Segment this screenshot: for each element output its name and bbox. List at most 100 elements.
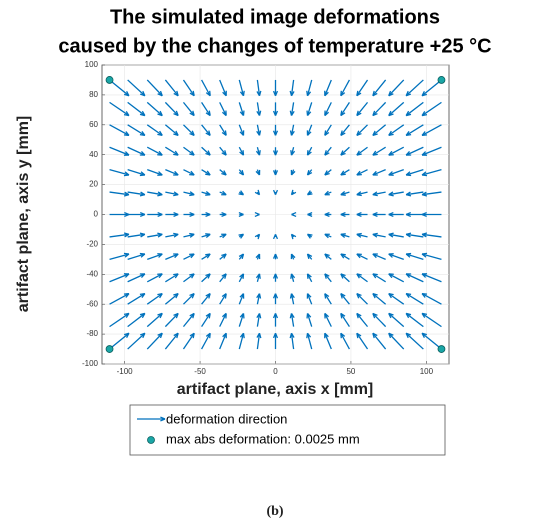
arrow-head bbox=[207, 273, 211, 279]
arrow-head bbox=[290, 313, 295, 319]
arrow-head bbox=[421, 211, 427, 216]
arrow bbox=[109, 292, 130, 305]
arrow bbox=[201, 273, 211, 283]
arrow-shaft bbox=[164, 312, 179, 328]
arrow-head bbox=[307, 313, 312, 318]
arrow-head bbox=[208, 293, 211, 299]
arrow-head bbox=[160, 418, 166, 422]
arrow bbox=[340, 79, 350, 97]
arrow-head bbox=[290, 273, 296, 279]
arrow-head bbox=[191, 293, 195, 299]
arrow-head bbox=[274, 313, 279, 319]
arrow bbox=[255, 273, 261, 282]
y-tick-label: -40 bbox=[86, 269, 98, 278]
arrow-head bbox=[191, 273, 195, 279]
arrow bbox=[306, 124, 313, 136]
arrow bbox=[405, 124, 424, 137]
arrow bbox=[182, 312, 195, 328]
arrow bbox=[340, 293, 350, 305]
arrow-head bbox=[372, 191, 378, 196]
arrow-shaft bbox=[340, 273, 350, 283]
arrow bbox=[340, 190, 350, 196]
arrow-shaft bbox=[219, 273, 227, 283]
arrow-head bbox=[421, 332, 428, 336]
arrow-shaft bbox=[324, 333, 332, 350]
arrow bbox=[272, 169, 279, 176]
arrow bbox=[147, 253, 163, 260]
arrow bbox=[290, 147, 296, 156]
arrow-shaft bbox=[290, 333, 295, 350]
arrow bbox=[272, 273, 279, 282]
arrow-shaft bbox=[388, 253, 404, 260]
arrow-shaft bbox=[201, 253, 211, 260]
arrow bbox=[147, 191, 163, 197]
arrow-head bbox=[372, 312, 378, 316]
arrow-head bbox=[290, 293, 295, 299]
arrow bbox=[372, 312, 387, 328]
arrow-shaft bbox=[324, 146, 332, 156]
arrow-shaft bbox=[256, 102, 261, 116]
arrow-head bbox=[272, 150, 277, 156]
arrow bbox=[201, 102, 211, 117]
arrow-head bbox=[141, 313, 146, 319]
arrow-head bbox=[372, 332, 378, 337]
arrow bbox=[109, 124, 130, 137]
arrow-shaft bbox=[405, 101, 424, 117]
arrow-shaft bbox=[324, 79, 332, 96]
arrow-head bbox=[272, 90, 277, 97]
arrow bbox=[238, 211, 244, 218]
x-tick-label: -100 bbox=[117, 367, 134, 376]
arrow bbox=[372, 124, 387, 137]
arrow bbox=[238, 253, 245, 260]
arrow bbox=[201, 233, 211, 239]
arrow-shaft bbox=[164, 101, 179, 117]
arrow bbox=[238, 79, 245, 97]
max-marker bbox=[105, 345, 114, 353]
arrow bbox=[165, 232, 179, 238]
y-tick-label: 60 bbox=[89, 120, 98, 129]
arrow-shaft bbox=[306, 313, 313, 327]
arrow bbox=[340, 211, 350, 218]
arrow bbox=[183, 253, 195, 260]
arrow-head bbox=[239, 111, 244, 116]
arrow bbox=[356, 146, 368, 156]
arrow bbox=[254, 211, 260, 218]
arrow bbox=[388, 312, 405, 328]
arrow bbox=[272, 147, 279, 156]
arrow-shaft bbox=[372, 79, 387, 97]
arrow bbox=[127, 79, 146, 97]
arrow bbox=[372, 332, 387, 350]
arrow-head bbox=[159, 313, 163, 319]
arrow bbox=[388, 211, 404, 218]
arrow-head bbox=[372, 110, 376, 116]
arrow-shaft bbox=[219, 124, 227, 136]
arrow-shaft bbox=[147, 169, 163, 176]
arrow-shaft bbox=[127, 124, 146, 136]
arrow-shaft bbox=[421, 124, 442, 136]
arrow bbox=[127, 101, 146, 117]
arrow-head bbox=[340, 190, 346, 196]
arrow-shaft bbox=[183, 233, 195, 238]
arrow bbox=[405, 79, 424, 97]
arrow-shaft bbox=[356, 169, 368, 176]
arrow-shaft bbox=[238, 124, 245, 136]
arrow bbox=[421, 79, 442, 97]
arrow bbox=[324, 273, 332, 283]
arrow-head bbox=[205, 233, 211, 239]
arrow-shaft bbox=[109, 273, 130, 283]
arrow-shaft bbox=[127, 293, 146, 305]
arrow-shaft bbox=[127, 233, 145, 238]
max-marker bbox=[105, 76, 114, 84]
arrow bbox=[388, 273, 405, 283]
arrow-shaft bbox=[356, 293, 368, 305]
arrow bbox=[219, 233, 227, 239]
arrow-shaft bbox=[256, 124, 261, 136]
arrow-shaft bbox=[290, 293, 295, 305]
arrow-shaft bbox=[421, 169, 442, 176]
arrow bbox=[356, 332, 369, 350]
arrow-head bbox=[405, 90, 409, 97]
arrow-head bbox=[140, 253, 146, 258]
arrow bbox=[256, 293, 262, 305]
arrow-shaft bbox=[146, 79, 163, 97]
